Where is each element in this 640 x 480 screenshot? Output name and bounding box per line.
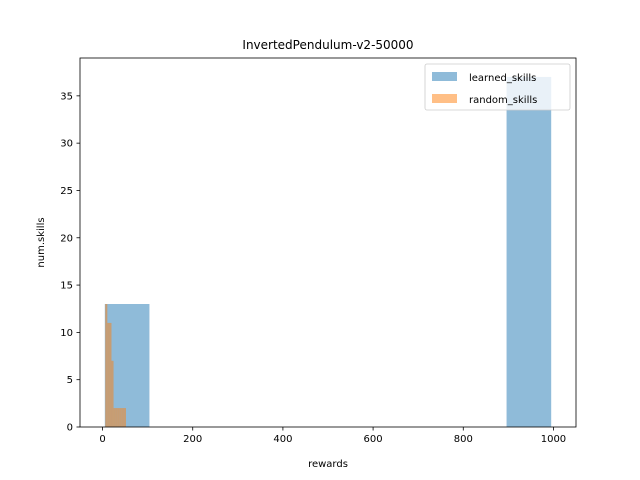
x-tick-label: 1000 — [541, 434, 566, 445]
y-tick-label: 20 — [60, 233, 73, 244]
x-axis-ticks: 0 200 400 600 800 1000 — [99, 427, 566, 445]
y-tick-label: 15 — [60, 281, 73, 292]
y-axis-ticks: 0 5 10 15 20 25 30 35 — [60, 91, 80, 434]
y-tick-label: 35 — [60, 91, 73, 102]
x-tick-label: 600 — [364, 434, 383, 445]
random_skills-bar-6 — [117, 408, 120, 427]
x-tick-label: 400 — [273, 434, 292, 445]
x-tick-label: 800 — [454, 434, 473, 445]
y-tick-label: 10 — [60, 328, 73, 339]
legend-label-random_skills: random_skills — [469, 95, 537, 106]
y-tick-label: 25 — [60, 186, 73, 197]
x-axis-label: rewards — [308, 459, 348, 470]
x-tick-label: 200 — [183, 434, 202, 445]
legend-box — [424, 63, 571, 111]
random_skills-bar-9 — [123, 408, 126, 427]
random_skills-bar-7 — [119, 408, 122, 427]
chart-title: InvertedPendulum-v2-50000 — [242, 38, 413, 52]
plot-frame — [79, 57, 577, 428]
legend: learned_skills random_skills — [424, 63, 571, 111]
random_skills-bar-8 — [121, 408, 124, 427]
learned_skills-bar-9 — [506, 76, 552, 427]
random_skills-bar-5 — [115, 408, 118, 427]
bars-layer — [104, 76, 552, 427]
random_skills-bar-2 — [109, 322, 112, 427]
y-axis-label: num.skills — [36, 217, 47, 267]
random_skills-bar-4 — [113, 408, 116, 427]
legend-swatch-learned_skills — [432, 72, 457, 81]
random_skills-bar-3 — [111, 360, 114, 427]
y-tick-label: 30 — [60, 139, 73, 150]
y-tick-label: 0 — [67, 423, 73, 434]
x-tick-label: 0 — [99, 434, 105, 445]
random_skills-bar-0 — [105, 304, 108, 427]
y-tick-label: 5 — [67, 375, 73, 386]
random_skills-bar-1 — [107, 322, 110, 427]
legend-label-learned_skills: learned_skills — [469, 73, 536, 84]
legend-swatch-random_skills — [432, 94, 457, 103]
